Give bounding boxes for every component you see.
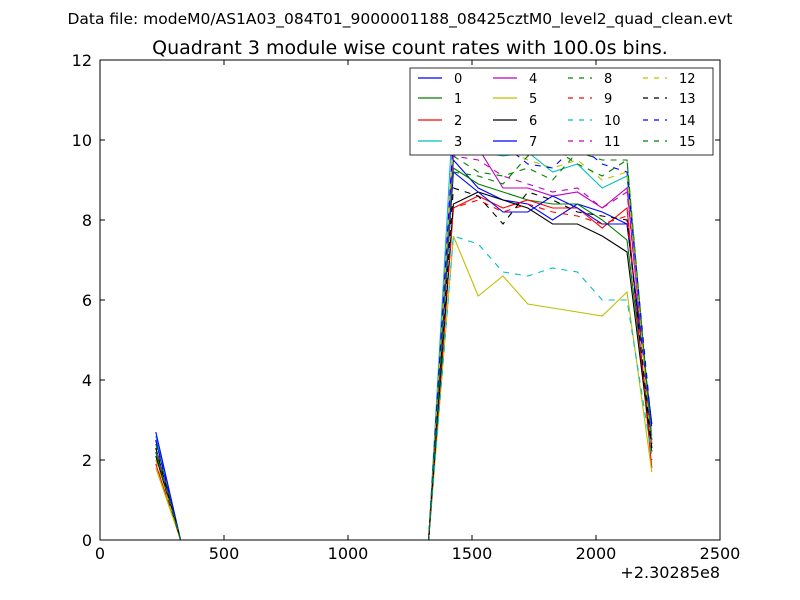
y-tick-label: 10 <box>72 131 92 150</box>
legend-label-5: 5 <box>529 92 537 107</box>
legend-label-9: 9 <box>604 92 612 107</box>
legend-label-11: 11 <box>604 135 621 150</box>
x-tick-label: 1500 <box>452 544 493 563</box>
x-tick-label: 2500 <box>700 544 741 563</box>
legend-label-15: 15 <box>679 135 696 150</box>
series-line-9 <box>155 199 653 540</box>
series-line-5 <box>155 235 653 540</box>
series-line-8 <box>155 151 653 540</box>
series-line-11 <box>155 155 653 540</box>
x-offset-label: +2.30285e8 <box>620 563 720 582</box>
series-line-3 <box>155 106 653 540</box>
legend-label-0: 0 <box>454 72 462 87</box>
series-line-10 <box>155 235 653 540</box>
series-line-14 <box>155 115 653 540</box>
series-line-15 <box>155 147 653 540</box>
legend-label-8: 8 <box>604 72 612 87</box>
y-tick-label: 8 <box>82 211 92 230</box>
legend-label-7: 7 <box>529 135 537 150</box>
series-line-1 <box>155 167 653 540</box>
y-tick-label: 2 <box>82 451 92 470</box>
series-line-7 <box>155 170 653 540</box>
series-line-4 <box>155 139 653 540</box>
legend-label-12: 12 <box>679 72 696 87</box>
legend-label-1: 1 <box>454 92 462 107</box>
series-line-13 <box>155 187 653 540</box>
legend-box <box>409 67 714 156</box>
legend-label-13: 13 <box>679 92 696 107</box>
y-tick-label: 4 <box>82 371 92 390</box>
series-line-6 <box>155 191 653 540</box>
legend-label-14: 14 <box>679 114 696 129</box>
y-tick-label: 12 <box>72 51 92 70</box>
legend-label-4: 4 <box>529 72 537 87</box>
legend-label-2: 2 <box>454 114 462 129</box>
x-tick-label: 0 <box>95 544 105 563</box>
legend-label-3: 3 <box>454 135 462 150</box>
y-tick-label: 0 <box>82 531 92 550</box>
x-tick-label: 500 <box>209 544 240 563</box>
legend-label-6: 6 <box>529 114 537 129</box>
y-tick-label: 6 <box>82 291 92 310</box>
x-tick-label: 2000 <box>576 544 617 563</box>
legend-label-10: 10 <box>604 114 621 129</box>
series-line-2 <box>155 195 653 540</box>
series-line-0 <box>155 158 653 540</box>
data-file-header: Data file: modeM0/AS1A03_084T01_90000011… <box>67 10 732 29</box>
series-layer <box>155 106 653 540</box>
x-tick-label: 1000 <box>328 544 369 563</box>
chart-title: Quadrant 3 module wise count rates with … <box>152 37 668 59</box>
series-line-12 <box>155 135 653 540</box>
